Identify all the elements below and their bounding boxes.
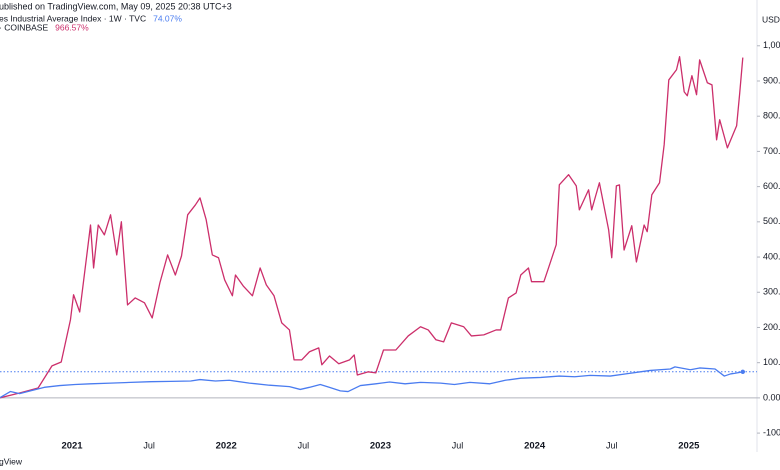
legend-value: 966.57% bbox=[55, 22, 89, 32]
y-tick-label: 0.00% bbox=[763, 392, 780, 402]
y-tick-label: 200.00% bbox=[763, 322, 780, 332]
series-line bbox=[0, 366, 743, 399]
x-tick-label: 2025 bbox=[678, 441, 700, 452]
y-unit: USD bbox=[762, 14, 780, 24]
y-tick-label: 1,000.00% bbox=[763, 40, 780, 50]
legend-entry: es Industrial Average Index · 1W · TVC bbox=[0, 13, 146, 23]
caption: ublished on TradingView.com, May 09, 202… bbox=[0, 1, 232, 11]
x-tick-label: 2023 bbox=[370, 441, 391, 452]
y-tick-label: 900.00% bbox=[763, 75, 780, 85]
y-tick-label: -100.00% bbox=[763, 427, 780, 437]
x-tick-label: 2024 bbox=[524, 441, 546, 452]
x-tick-label: Jul bbox=[298, 440, 310, 450]
legend-value: 74.07% bbox=[153, 13, 182, 23]
y-tick-label: 600.00% bbox=[763, 181, 780, 191]
y-tick-label: 400.00% bbox=[763, 251, 780, 261]
y-tick-label: 100.00% bbox=[763, 357, 780, 367]
y-tick-label: 500.00% bbox=[763, 216, 780, 226]
y-tick-label: 800.00% bbox=[763, 111, 780, 121]
legend-entry: · COINBASE bbox=[0, 22, 48, 32]
x-tick-label: 2021 bbox=[61, 441, 83, 452]
x-tick-label: 2022 bbox=[216, 441, 237, 452]
y-tick-label: 700.00% bbox=[763, 146, 780, 156]
x-tick-label: Jul bbox=[452, 440, 464, 450]
x-tick-label: Jul bbox=[143, 440, 155, 450]
y-tick-label: 300.00% bbox=[763, 287, 780, 297]
x-tick-label: Jul bbox=[606, 440, 618, 450]
last-point bbox=[740, 369, 746, 375]
source: gView bbox=[0, 456, 23, 466]
series-line bbox=[0, 56, 744, 399]
